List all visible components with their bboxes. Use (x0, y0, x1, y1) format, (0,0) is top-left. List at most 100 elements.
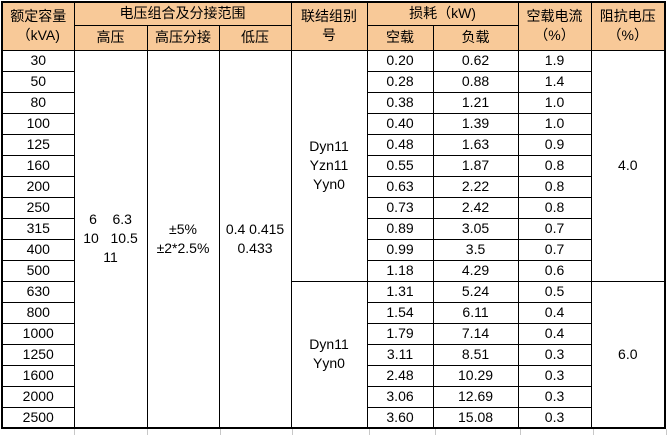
cell-capacity: 2500 (1, 406, 75, 429)
header-loss-kw: 损耗（kW) (366, 1, 519, 26)
cell-capacity: 30 (1, 49, 75, 72)
cell-lv-values: 0.4 0.415 0.433 (218, 49, 292, 429)
table-row: 1000 1.79 7.14 0.4 (1, 322, 665, 345)
cell-no-load-current: 0.7 (517, 217, 592, 240)
cell-capacity: 1250 (1, 343, 75, 366)
cell-no-load-current: 0.3 (517, 406, 592, 429)
cell-no-load-current: 1.4 (517, 70, 592, 93)
gridline (435, 429, 436, 435)
cell-load-loss: 8.51 (432, 343, 519, 366)
cell-load-loss: 2.22 (432, 175, 519, 198)
cell-load-loss: 1.21 (432, 91, 519, 114)
gridline (74, 429, 75, 435)
cell-no-load-current: 0.9 (517, 133, 592, 156)
table-row: 2000 3.06 12.69 0.3 (1, 385, 665, 408)
cell-no-load-loss: 3.11 (366, 343, 434, 366)
header-impedance-voltage: 阻抗电压 （%） (590, 1, 666, 51)
cell-no-load-current: 0.3 (517, 364, 592, 387)
cell-no-load-loss: 0.38 (366, 91, 434, 114)
table-row: 80 0.38 1.21 1.0 (1, 91, 665, 114)
cell-no-load-loss: 3.60 (366, 406, 434, 429)
header-row-2: 高压 高压分接 低压 空载 负载 (2, 24, 665, 51)
cell-load-loss: 4.29 (432, 259, 519, 282)
cell-load-loss: 1.87 (432, 154, 519, 177)
cell-capacity: 630 (1, 280, 75, 303)
gridline (666, 429, 667, 435)
cell-no-load-loss: 2.48 (366, 364, 434, 387)
cell-capacity: 160 (1, 154, 75, 177)
header-connection-group: 联结组别 号 (290, 1, 368, 51)
table-row: 1250 3.11 8.51 0.3 (1, 343, 665, 366)
cell-no-load-current: 1.9 (517, 49, 592, 72)
cell-no-load-loss: 0.48 (366, 133, 434, 156)
cell-no-load-loss: 1.54 (366, 301, 434, 324)
table-row: 160 0.55 1.87 0.8 (1, 154, 665, 177)
cell-no-load-current: 0.3 (517, 343, 592, 366)
cell-load-loss: 15.08 (432, 406, 519, 429)
gridline (220, 429, 221, 435)
header-load-loss: 负载 (432, 24, 519, 51)
gridline (593, 429, 594, 435)
gridline (147, 429, 148, 435)
gridline (292, 429, 293, 435)
table-row: 800 1.54 6.11 0.4 (1, 301, 665, 324)
cell-load-loss: 3.05 (432, 217, 519, 240)
cell-hv-tap-range: ±5% ±2*2.5% (146, 49, 220, 429)
cell-capacity: 1600 (1, 364, 75, 387)
cell-no-load-loss: 0.28 (366, 70, 434, 93)
cell-no-load-loss: 0.63 (366, 175, 434, 198)
cell-capacity: 800 (1, 301, 75, 324)
table-row: 100 0.40 1.39 1.0 (1, 112, 665, 135)
cell-capacity: 50 (1, 70, 75, 93)
header-no-load-current: 空载电流 （%） (517, 1, 592, 51)
cell-no-load-loss: 1.18 (366, 259, 434, 282)
cell-load-loss: 3.5 (432, 238, 519, 261)
cell-capacity: 315 (1, 217, 75, 240)
header-no-load-loss: 空载 (366, 24, 434, 51)
table-row: 315 0.89 3.05 0.7 (1, 217, 665, 240)
cell-capacity: 200 (1, 175, 75, 198)
cell-connection-group-2: Dyn11 Yyn0 (290, 280, 368, 429)
header-row-1: 额定容量 （kVA) 电压组合及分接范围 联结组别 号 损耗（kW) 空载电流 … (1, 1, 666, 51)
cell-capacity: 2000 (1, 385, 75, 408)
table-row: 250 0.73 2.42 0.8 (1, 196, 665, 219)
cell-load-loss: 12.69 (432, 385, 519, 408)
cell-no-load-loss: 0.40 (366, 112, 434, 135)
cell-load-loss: 1.39 (432, 112, 519, 135)
cell-load-loss: 0.62 (432, 49, 519, 72)
cell-no-load-current: 0.6 (517, 259, 592, 282)
cell-capacity: 400 (1, 238, 75, 261)
cell-no-load-loss: 0.20 (366, 49, 434, 72)
cell-capacity: 1000 (1, 322, 75, 345)
header-hv-tap: 高压分接 (146, 24, 220, 51)
table-row: 630 Dyn11 Yyn0 1.31 5.24 0.5 6.0 (1, 280, 666, 429)
cell-no-load-current: 0.4 (517, 322, 592, 345)
gridline (520, 429, 521, 435)
cell-load-loss: 5.24 (432, 280, 519, 303)
table-row: 2500 3.60 15.08 0.3 (1, 406, 665, 429)
cell-impedance-group-1: 4.0 (590, 49, 666, 282)
cell-no-load-loss: 0.89 (366, 217, 434, 240)
cell-capacity: 500 (1, 259, 75, 282)
table-row: 1600 2.48 10.29 0.3 (1, 364, 665, 387)
cell-no-load-current: 0.8 (517, 154, 592, 177)
cell-no-load-current: 0.8 (517, 175, 592, 198)
cell-no-load-current: 0.5 (517, 280, 592, 303)
cell-capacity: 125 (1, 133, 75, 156)
cell-load-loss: 0.88 (432, 70, 519, 93)
cell-no-load-loss: 1.31 (366, 280, 434, 303)
cell-load-loss: 6.11 (432, 301, 519, 324)
header-rated-capacity: 额定容量 （kVA) (1, 1, 75, 51)
spreadsheet-gridline-strip (0, 429, 668, 435)
cell-no-load-current: 1.0 (517, 91, 592, 114)
cell-impedance-group-2: 6.0 (590, 280, 666, 429)
cell-no-load-current: 0.4 (517, 301, 592, 324)
header-voltage-combination: 电压组合及分接范围 (73, 1, 292, 26)
cell-no-load-current: 0.3 (517, 385, 592, 408)
cell-capacity: 80 (1, 91, 75, 114)
cell-capacity: 250 (1, 196, 75, 219)
cell-capacity: 100 (1, 112, 75, 135)
cell-load-loss: 2.42 (432, 196, 519, 219)
gridline (369, 429, 370, 435)
